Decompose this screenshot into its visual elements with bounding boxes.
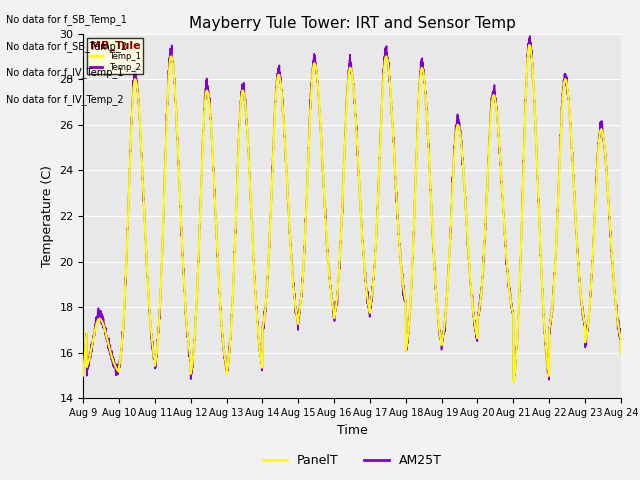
Legend: Temp_1, Temp_2: Temp_1, Temp_2: [88, 38, 143, 74]
X-axis label: Time: Time: [337, 424, 367, 437]
Title: Mayberry Tule Tower: IRT and Sensor Temp: Mayberry Tule Tower: IRT and Sensor Temp: [189, 16, 515, 31]
Text: No data for f_IV_Temp_2: No data for f_IV_Temp_2: [6, 94, 124, 105]
Text: No data for f_SB_Temp_1: No data for f_SB_Temp_1: [6, 14, 127, 25]
Text: No data for f_SB_Temp_2: No data for f_SB_Temp_2: [6, 41, 127, 52]
Text: No data for f_IV_Temp_1: No data for f_IV_Temp_1: [6, 67, 124, 78]
Y-axis label: Temperature (C): Temperature (C): [41, 165, 54, 267]
